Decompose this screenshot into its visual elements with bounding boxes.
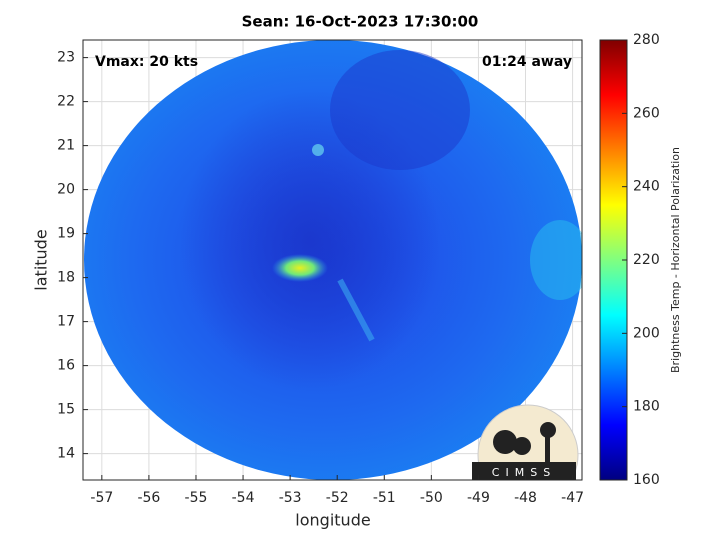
y-tick-label: 22 [57, 94, 75, 110]
x-tick-label: -47 [561, 490, 584, 506]
plot-frame [82, 39, 583, 481]
logo-text: CIMSS [492, 466, 556, 479]
x-tick-label: -51 [373, 490, 396, 506]
x-tick-label: -55 [185, 490, 208, 506]
x-tick-label: -56 [137, 490, 160, 506]
colorbar-label: Brightness Temp - Horizontal Polarizatio… [669, 147, 682, 373]
y-tick-label: 17 [57, 314, 75, 330]
colorbar-tick-label: 180 [633, 399, 660, 415]
y-tick-label: 14 [57, 446, 75, 462]
x-tick-label: -54 [232, 490, 255, 506]
colorbar-tick-label: 240 [633, 179, 660, 195]
colorbar-tick-label: 160 [633, 472, 660, 488]
x-tick-label: -53 [279, 490, 302, 506]
annotation: Vmax: 20 kts [95, 54, 198, 70]
y-tick-label: 15 [57, 402, 75, 418]
satellite-image: CIMSS [84, 40, 582, 480]
x-tick-label: -49 [467, 490, 490, 506]
colorbar-tick-label: 200 [633, 325, 660, 341]
y-tick-label: 23 [57, 50, 75, 66]
x-tick-label: -57 [90, 490, 113, 506]
y-tick-label: 18 [57, 270, 75, 286]
y-tick-label: 21 [57, 138, 75, 154]
y-axis-label: latitude [32, 229, 51, 290]
x-axis-label: longitude [295, 511, 370, 530]
x-tick-label: -52 [326, 490, 349, 506]
y-tick-label: 19 [57, 226, 75, 242]
colorbar-tick-label: 260 [633, 105, 660, 121]
x-tick-label: -48 [514, 490, 537, 506]
y-tick-label: 16 [57, 358, 75, 374]
colorbar-tick-label: 280 [633, 32, 660, 48]
x-tick-label: -50 [420, 490, 443, 506]
y-tick-label: 20 [57, 182, 75, 198]
colorbar-tick-label: 220 [633, 252, 660, 268]
chart-title: Sean: 16-Oct-2023 17:30:00 [242, 13, 479, 31]
annotation: 01:24 away [482, 54, 572, 70]
